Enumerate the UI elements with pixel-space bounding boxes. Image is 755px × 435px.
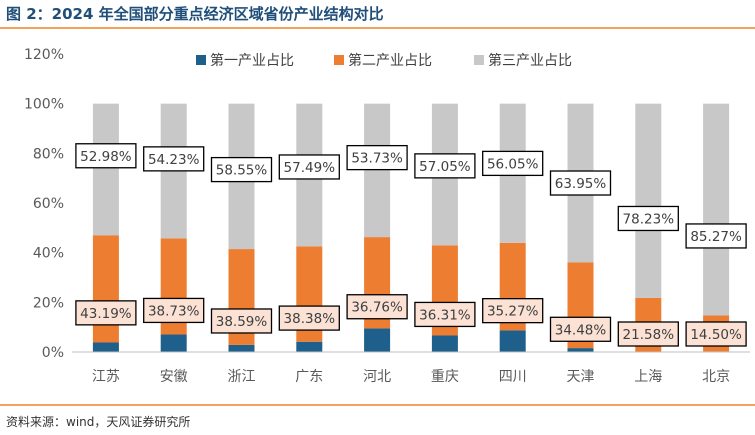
bar-segment-2 xyxy=(92,235,119,343)
legend-label: 第三产业占比 xyxy=(488,52,572,69)
x-tick-label: 天津 xyxy=(567,369,595,385)
tertiary-data-label: 85.27% xyxy=(690,229,742,245)
secondary-data-label: 38.73% xyxy=(148,303,200,319)
secondary-data-label: 36.31% xyxy=(419,307,471,323)
tertiary-data-label-box xyxy=(414,153,476,179)
y-tick-label: 20% xyxy=(33,295,64,311)
legend-swatch xyxy=(196,55,206,65)
secondary-data-label-box xyxy=(617,321,679,347)
stacked-bar-chart: 0% 20% 40% 60% 80% 100% 120% 江苏 安徽 浙江 广东 河北 重庆 四川 天津 上海… xyxy=(24,47,750,385)
bar-segment-3 xyxy=(703,103,730,316)
legend-swatch xyxy=(334,55,344,65)
x-tick-label: 上海 xyxy=(634,369,662,385)
tertiary-data-label: 53.73% xyxy=(351,151,403,167)
tertiary-data-label: 56.05% xyxy=(487,156,539,172)
tertiary-data-label: 57.49% xyxy=(284,160,336,176)
secondary-data-label-box xyxy=(414,301,476,328)
tertiary-data-label-box xyxy=(482,150,544,177)
tertiary-data-label-box xyxy=(685,223,747,249)
tertiary-data-label-box xyxy=(210,156,273,183)
secondary-data-label: 43.19% xyxy=(80,306,132,322)
y-tick-label: 0% xyxy=(42,345,64,361)
x-tick-label: 广东 xyxy=(295,369,323,385)
x-tick-label: 重庆 xyxy=(431,369,459,385)
tertiary-data-label-box xyxy=(278,154,340,180)
y-tick-label: 60% xyxy=(33,196,64,212)
tertiary-data-label-box xyxy=(143,146,205,172)
secondary-data-label-box xyxy=(346,294,408,320)
secondary-data-label-box xyxy=(685,321,747,347)
x-tick-label: 河北 xyxy=(363,369,391,385)
secondary-data-label: 14.50% xyxy=(690,327,742,343)
secondary-data-label-box xyxy=(549,316,612,342)
secondary-data-label-box xyxy=(210,308,273,334)
bar-segment-1 xyxy=(364,328,391,352)
y-tick-label: 40% xyxy=(33,246,64,262)
bar-segment-1 xyxy=(431,335,458,352)
secondary-data-label: 35.27% xyxy=(487,304,539,320)
secondary-data-label: 38.38% xyxy=(284,311,336,327)
bar-segment-3 xyxy=(635,103,662,298)
legend-swatch xyxy=(474,55,484,65)
bar-segment-1 xyxy=(92,342,119,352)
y-tick-label: 120% xyxy=(24,47,64,63)
bar-segment-3 xyxy=(364,103,391,238)
tertiary-data-label: 58.55% xyxy=(216,163,268,179)
bar-segment-3 xyxy=(92,103,119,236)
tertiary-data-label: 54.23% xyxy=(148,152,200,168)
secondary-data-label: 38.59% xyxy=(216,314,268,330)
tertiary-data-label-box xyxy=(549,170,612,196)
title-rule xyxy=(0,27,755,29)
bar-segment-1 xyxy=(567,348,594,352)
x-tick-label: 安徽 xyxy=(160,369,188,385)
x-tick-label: 浙江 xyxy=(228,369,256,385)
source-note: 资料来源：wind，天风证券研究所 xyxy=(6,415,191,429)
secondary-data-label: 21.58% xyxy=(623,327,675,343)
legend-label: 第二产业占比 xyxy=(348,52,432,69)
tertiary-data-label: 78.23% xyxy=(623,211,675,227)
bar-segment-1 xyxy=(499,330,526,352)
tertiary-data-label-box xyxy=(346,144,408,171)
legend-label: 第一产业占比 xyxy=(210,52,294,69)
secondary-data-label-box xyxy=(143,297,205,324)
secondary-data-label: 34.48% xyxy=(555,322,607,338)
y-tick-label: 80% xyxy=(33,146,64,162)
bar-segment-1 xyxy=(228,344,255,352)
y-tick-label: 100% xyxy=(24,97,64,113)
secondary-data-label-box xyxy=(75,300,137,326)
x-tick-label: 四川 xyxy=(499,369,527,385)
tertiary-data-label-box xyxy=(75,143,137,169)
figure-title: 图 2：2024 年全国部分重点经济区域省份产业结构对比 xyxy=(6,5,384,23)
tertiary-data-label-box xyxy=(617,205,679,232)
bar-segment-1 xyxy=(160,334,187,352)
secondary-data-label: 36.76% xyxy=(351,300,403,316)
tertiary-data-label: 52.98% xyxy=(80,149,132,165)
x-tick-label: 江苏 xyxy=(92,369,120,385)
secondary-data-label-box xyxy=(482,298,544,324)
bar-segment-1 xyxy=(296,341,323,352)
tertiary-data-label: 57.05% xyxy=(419,159,471,175)
x-tick-label: 北京 xyxy=(702,369,730,385)
footer-rule xyxy=(0,404,755,406)
tertiary-data-label: 63.95% xyxy=(555,176,607,192)
secondary-data-label-box xyxy=(278,305,340,331)
